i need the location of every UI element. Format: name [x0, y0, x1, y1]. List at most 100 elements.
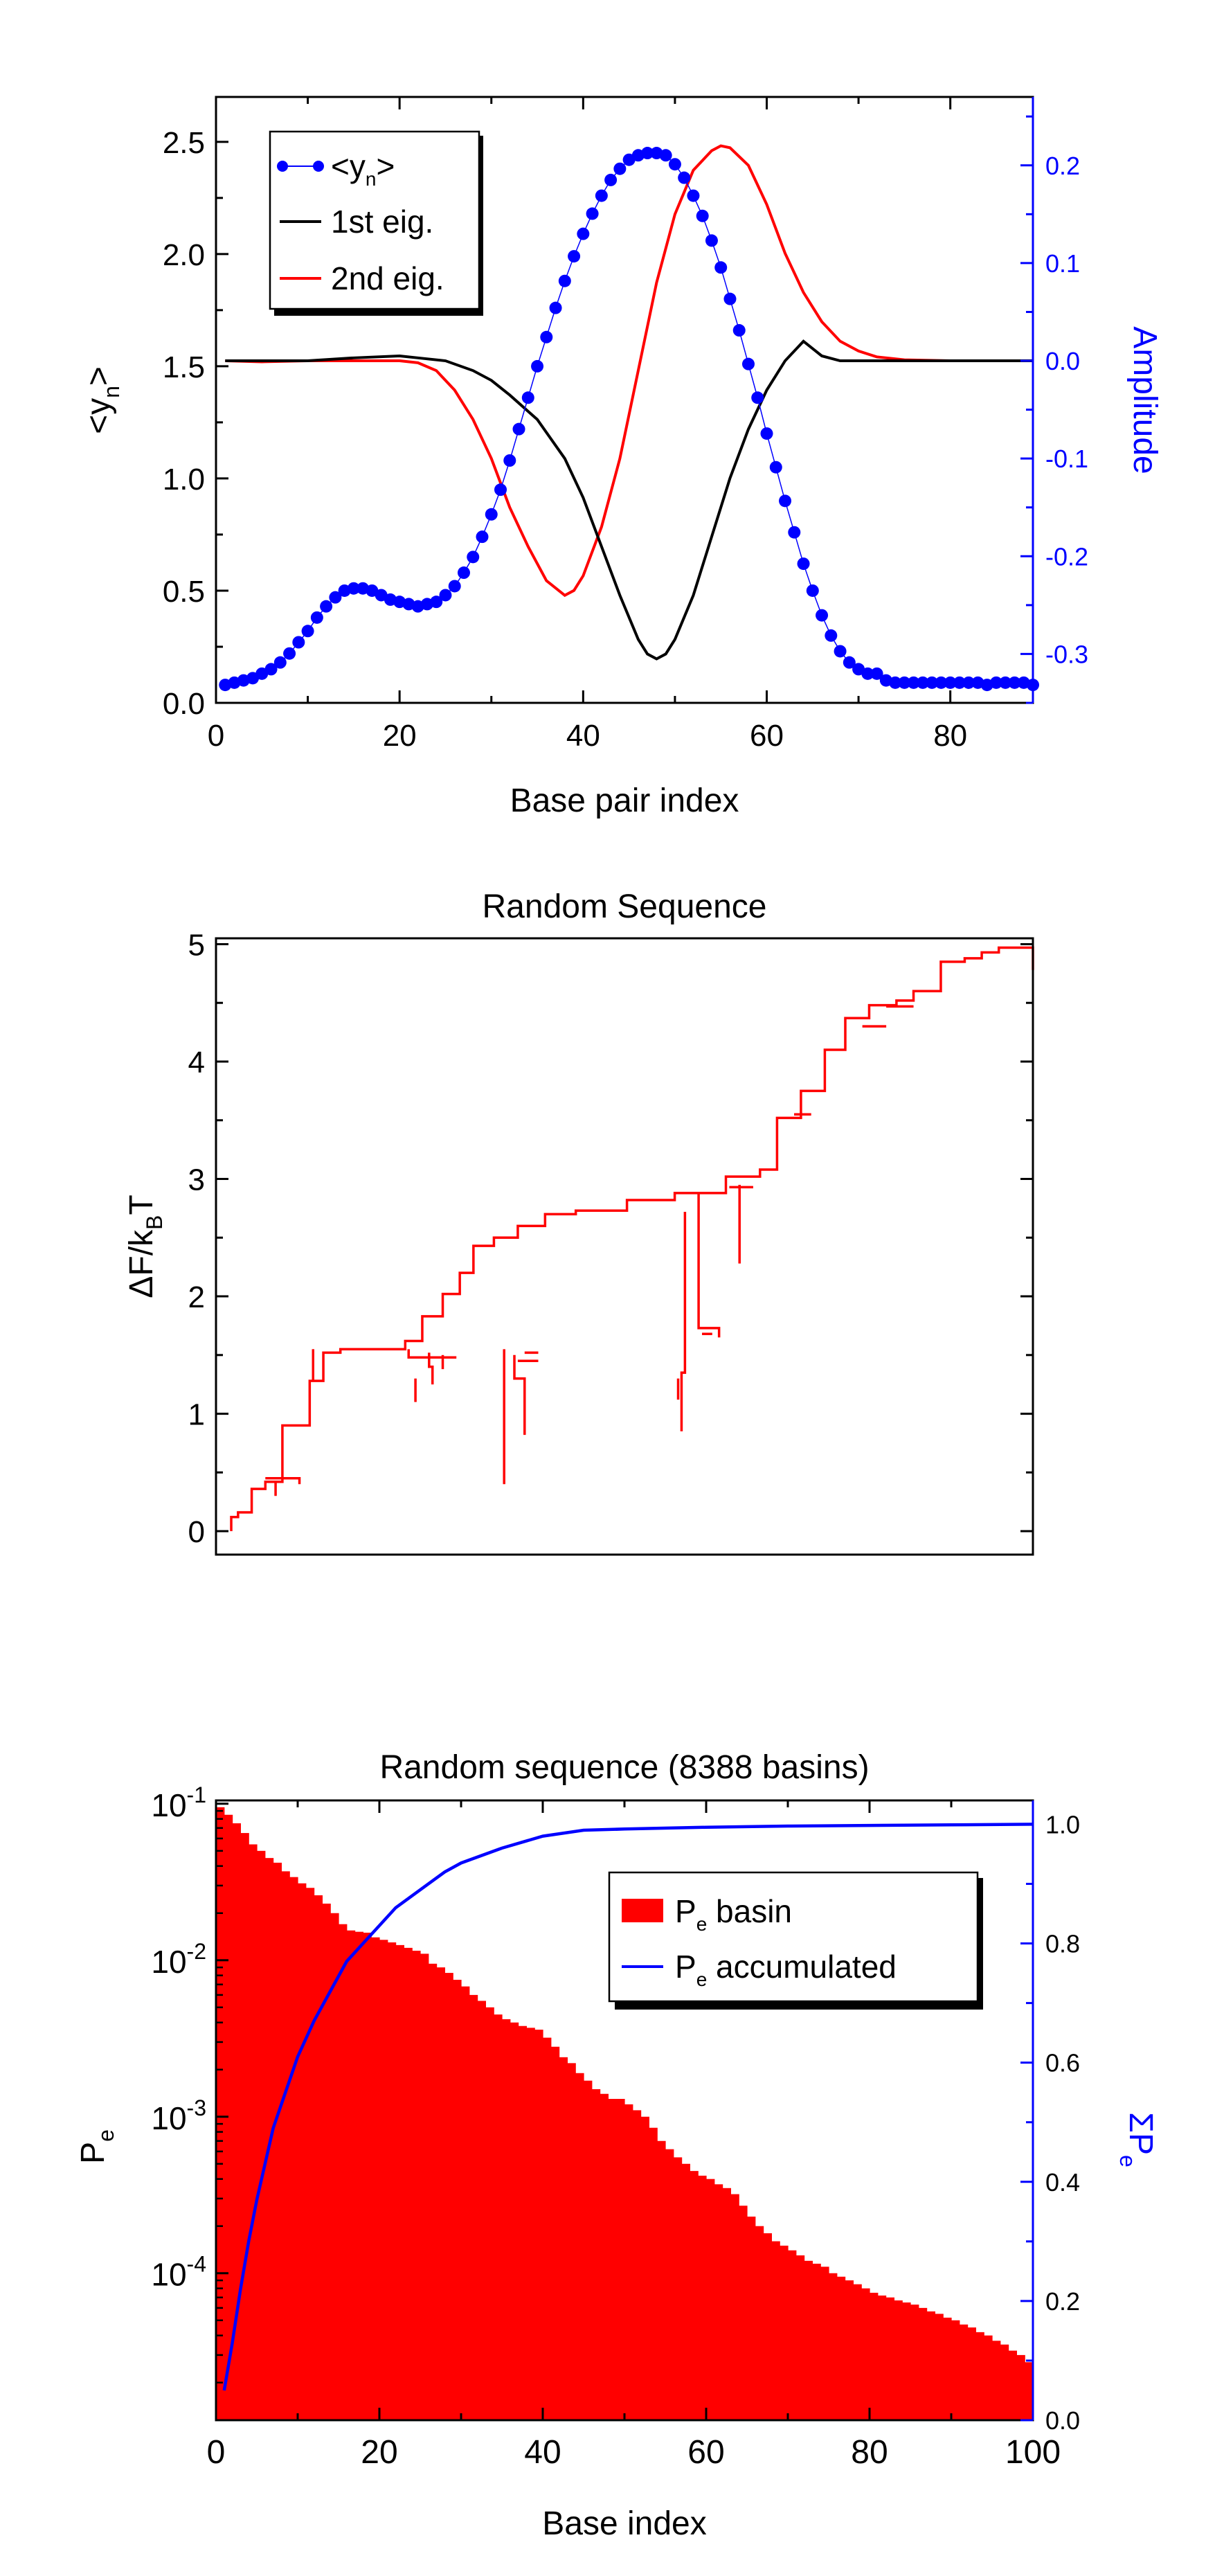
bar [771, 2241, 780, 2420]
y2-tick-label: -0.1 [1045, 445, 1088, 473]
y2-tick-label: 0.6 [1045, 2049, 1080, 2077]
x-tick-label: 80 [851, 2434, 888, 2471]
y2-tick-label: 0.4 [1045, 2168, 1080, 2197]
bar [591, 2088, 601, 2420]
y-tick-label: 1.5 [163, 350, 205, 384]
bar [910, 2305, 919, 2420]
data-point-yn [687, 189, 700, 202]
y-tick-label: 2.0 [163, 238, 205, 272]
legend-box [608, 1871, 979, 2003]
bar [330, 1913, 339, 2420]
data-point-yn [953, 676, 966, 689]
bar [461, 1986, 470, 2420]
y-tick-label: 10-3 [151, 2095, 206, 2136]
bar [804, 2260, 813, 2420]
panel-eigenvectors: 0 20 40 60 80 0.0 0.5 1.0 1.5 2.0 2.5 -0.3 -0.2 -0.1 0… [80, 96, 1163, 819]
bar [747, 2216, 756, 2420]
panel-free-energy-tree: Random Sequence 0 1 2 3 4 5 ΔF/kBT [123, 888, 1034, 1556]
legend-marker-yn [313, 161, 324, 172]
x-tick-label: 40 [566, 719, 600, 753]
y2-tick-label: 0.2 [1045, 152, 1080, 180]
bar [739, 2206, 748, 2420]
data-point-yn [604, 173, 618, 186]
y2-axis-label: Amplitude [1126, 326, 1163, 474]
bar [469, 1994, 478, 2420]
y-tick-label: 1 [188, 1398, 205, 1432]
y-axis-label: <yn> [80, 366, 124, 434]
y-tick-label: 0 [188, 1515, 205, 1549]
bar [526, 2028, 535, 2420]
plot-area [216, 1807, 1034, 2420]
data-point-yn [834, 645, 847, 658]
bar [1008, 2350, 1017, 2420]
legend-entry-yn: <yn> [277, 148, 395, 190]
data-point-yn [806, 584, 819, 597]
y2-tick-label: 0.1 [1045, 249, 1080, 278]
plot-area [219, 144, 1039, 692]
data-point-yn [283, 647, 296, 660]
tree-segment-b9 [513, 1354, 526, 1435]
data-point-yn [558, 274, 571, 287]
axis-ticks: 0 20 40 60 80 0.0 0.5 1.0 1.5 2.0 2.5 -0.3 -0.2 -0.1 0… [163, 97, 1088, 753]
tree-segment-main [230, 946, 1034, 1532]
data-point-yn [310, 611, 323, 624]
bar [240, 1833, 249, 2420]
data-point-yn [797, 557, 810, 571]
bar [951, 2320, 960, 2420]
bar [494, 2014, 503, 2420]
bar [257, 1850, 266, 2420]
data-point-yn [586, 207, 599, 220]
bar [436, 1967, 445, 2420]
data-point-yn [430, 596, 443, 609]
y-tick-label: 10-4 [151, 2252, 206, 2293]
bar [681, 2163, 690, 2420]
y-tick-label: 10-1 [151, 1782, 206, 1823]
chart-title: Random sequence (8388 basins) [379, 1749, 869, 1786]
bar [673, 2157, 683, 2420]
bar [428, 1963, 438, 2420]
bar [575, 2073, 584, 2420]
data-point-yn [347, 582, 360, 595]
x-tick-label: 20 [361, 2434, 397, 2471]
data-point-yn [439, 589, 452, 602]
x-tick-label: 60 [750, 719, 784, 753]
tree-segment-b12 [697, 1192, 721, 1338]
bar [984, 2335, 993, 2420]
tree-segment-b1 [265, 1477, 301, 1485]
data-point-yn [898, 676, 911, 689]
bar [975, 2332, 984, 2420]
legend-marker-yn [277, 161, 288, 172]
bar [877, 2295, 887, 2420]
bar [1025, 2362, 1034, 2420]
data-point-yn [512, 422, 525, 436]
data-point-yn [723, 292, 737, 305]
x-tick-label: 0 [208, 719, 224, 753]
data-point-yn [889, 676, 902, 689]
bar [657, 2140, 666, 2420]
legend-label-eig1: 1st eig. [331, 204, 433, 240]
data-point-yn [843, 656, 856, 669]
bar [600, 2093, 609, 2420]
tree-segment-b13 [680, 1211, 687, 1431]
bar [992, 2341, 1001, 2420]
data-point-yn [751, 391, 764, 404]
y-axis-label: Pe [75, 2129, 118, 2164]
data-point-yn [485, 508, 498, 521]
data-point-yn [329, 591, 342, 604]
bar [485, 2007, 494, 2420]
bar [722, 2188, 731, 2420]
x-tick-label: 20 [383, 719, 417, 753]
panel-basin-probability: Random sequence (8388 basins) 0 20 40 60 80 1… [75, 1749, 1159, 2542]
data-point-yn [816, 609, 829, 622]
y-tick-label: 5 [188, 928, 205, 962]
data-point-yn [595, 189, 608, 202]
data-point-yn [540, 330, 553, 343]
bar [690, 2171, 699, 2420]
bar [420, 1953, 429, 2420]
data-point-yn [678, 171, 691, 184]
data-point-yn [577, 227, 590, 240]
legend: Pe basin Pe accumulated [608, 1871, 983, 2010]
legend-label-accumulated: Pe accumulated [675, 1949, 897, 1990]
y-tick-label: 2 [188, 1280, 205, 1314]
